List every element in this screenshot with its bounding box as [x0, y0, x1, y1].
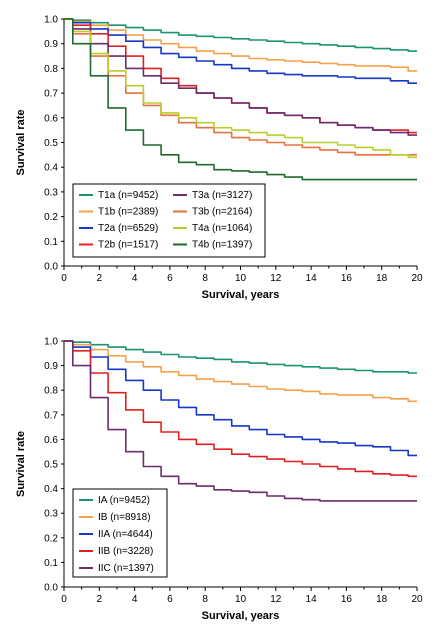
y-tick-label: 0.9	[44, 361, 58, 372]
legend-label: T1a (n=9452)	[98, 190, 158, 201]
legend-label: IIA (n=4644)	[98, 529, 153, 540]
series-line-5	[64, 18, 417, 136]
legend-item: T3a (n=3127)	[173, 190, 252, 201]
legend-label: T1b (n=2389)	[98, 207, 158, 218]
x-tick-label: 2	[97, 594, 103, 605]
legend-item: T4b (n=1397)	[173, 240, 252, 251]
series-line-6	[64, 18, 417, 156]
legend-item: T1a (n=9452)	[79, 190, 158, 201]
legend-item: IIC (n=1397)	[79, 563, 154, 574]
x-tick-label: 12	[270, 273, 282, 284]
x-tick-label: 0	[61, 273, 67, 284]
x-tick-label: 8	[202, 273, 208, 284]
y-tick-label: 0.3	[44, 509, 58, 520]
y-tick-label: 0.7	[44, 89, 58, 100]
y-axis-label: Survival rate	[15, 431, 27, 497]
y-tick-label: 1.0	[44, 15, 58, 26]
y-tick-label: 0.6	[44, 113, 58, 124]
legend-item: T1b (n=2389)	[79, 207, 158, 218]
legend-label: T4b (n=1397)	[192, 240, 252, 251]
legend-label: T3a (n=3127)	[192, 190, 252, 201]
series-line-2	[64, 18, 417, 72]
x-tick-label: 4	[132, 594, 138, 605]
legend-item: IIB (n=3228)	[79, 546, 153, 557]
legend-item: IIA (n=4644)	[79, 529, 153, 540]
x-tick-label: 6	[167, 273, 173, 284]
y-tick-label: 0.2	[44, 533, 58, 544]
legend-box	[72, 183, 266, 258]
y-tick-label: 0.8	[44, 64, 58, 75]
y-tick-label: 0.1	[44, 558, 58, 569]
legend-label: T2b (n=1517)	[98, 240, 158, 251]
legend-item: T2b (n=1517)	[79, 240, 158, 251]
y-tick-label: 0.2	[44, 212, 58, 223]
series-line-8	[64, 18, 417, 181]
series-line-2	[64, 340, 417, 403]
x-tick-label: 10	[235, 273, 247, 284]
legend-label: T2a (n=6529)	[98, 223, 158, 234]
chart-1: 0.0 0.1 0.2 0.3 0.4 0.5 0.6 0.7 0.8 0.9 1.0 0 2 4 6 8 10…	[15, 15, 423, 302]
x-tick-label: 20	[411, 273, 423, 284]
x-axis-label: Survival, years	[202, 289, 280, 301]
y-axis-label: Survival rate	[15, 109, 27, 175]
legend-label: IIC (n=1397)	[98, 563, 154, 574]
x-tick-label: 14	[306, 273, 318, 284]
x-tick-label: 18	[376, 273, 388, 284]
legend: IA (n=9452) IB (n=8918) IIA (n=4644) IIB (n…	[72, 488, 168, 578]
x-axis-label: Survival, years	[202, 610, 280, 622]
y-tick-label: 0.5	[44, 138, 58, 149]
y-tick-label: 0.1	[44, 237, 58, 248]
series-line-1	[64, 340, 417, 374]
x-tick-label: 0	[61, 594, 67, 605]
y-tick-label: 0.8	[44, 386, 58, 397]
y-tick-label: 0.6	[44, 435, 58, 446]
y-tick-label: 0.4	[44, 484, 58, 495]
x-tick-label: 20	[411, 594, 423, 605]
series-line-3	[64, 18, 417, 84]
series-line-3	[64, 340, 417, 457]
x-tick-label: 10	[235, 594, 247, 605]
x-tick-label: 12	[270, 594, 282, 605]
y-tick-label: 0.3	[44, 187, 58, 198]
x-tick-label: 2	[97, 273, 103, 284]
y-tick-label: 0.7	[44, 410, 58, 421]
legend-label: IA (n=9452)	[98, 495, 150, 506]
y-tick-label: 0.0	[44, 262, 58, 273]
x-tick-label: 14	[306, 594, 318, 605]
y-tick-label: 0.5	[44, 460, 58, 471]
x-tick-label: 16	[341, 273, 353, 284]
legend-item: T3b (n=2164)	[173, 207, 252, 218]
x-tick-label: 16	[341, 594, 353, 605]
x-tick-label: 4	[132, 273, 138, 284]
y-tick-label: 0.4	[44, 163, 58, 174]
y-tick-label: 1.0	[44, 337, 58, 348]
series-line-1	[64, 18, 417, 52]
legend-label: IIB (n=3228)	[98, 546, 153, 557]
legend-label: IB (n=8918)	[98, 512, 151, 523]
x-tick-label: 18	[376, 594, 388, 605]
legend-item: T4a (n=1064)	[173, 223, 252, 234]
series-line-5	[64, 340, 417, 502]
series-line-7	[64, 18, 417, 159]
y-tick-label: 0.9	[44, 39, 58, 50]
legend-item: IB (n=8918)	[79, 512, 151, 523]
legend: T1a (n=9452) T1b (n=2389) T2a (n=6529) T2b …	[72, 183, 266, 258]
x-tick-label: 6	[167, 594, 173, 605]
legend-item: T2a (n=6529)	[79, 223, 158, 234]
series-line-4	[64, 340, 417, 478]
legend-label: T3b (n=2164)	[192, 207, 252, 218]
x-tick-label: 8	[202, 594, 208, 605]
legend-label: T4a (n=1064)	[192, 223, 252, 234]
legend-item: IA (n=9452)	[79, 495, 150, 506]
y-tick-label: 0.0	[44, 583, 58, 594]
chart-2: 0.0 0.1 0.2 0.3 0.4 0.5 0.6 0.7 0.8 0.9 1.0 0 2 4 6 8 10…	[15, 337, 423, 623]
